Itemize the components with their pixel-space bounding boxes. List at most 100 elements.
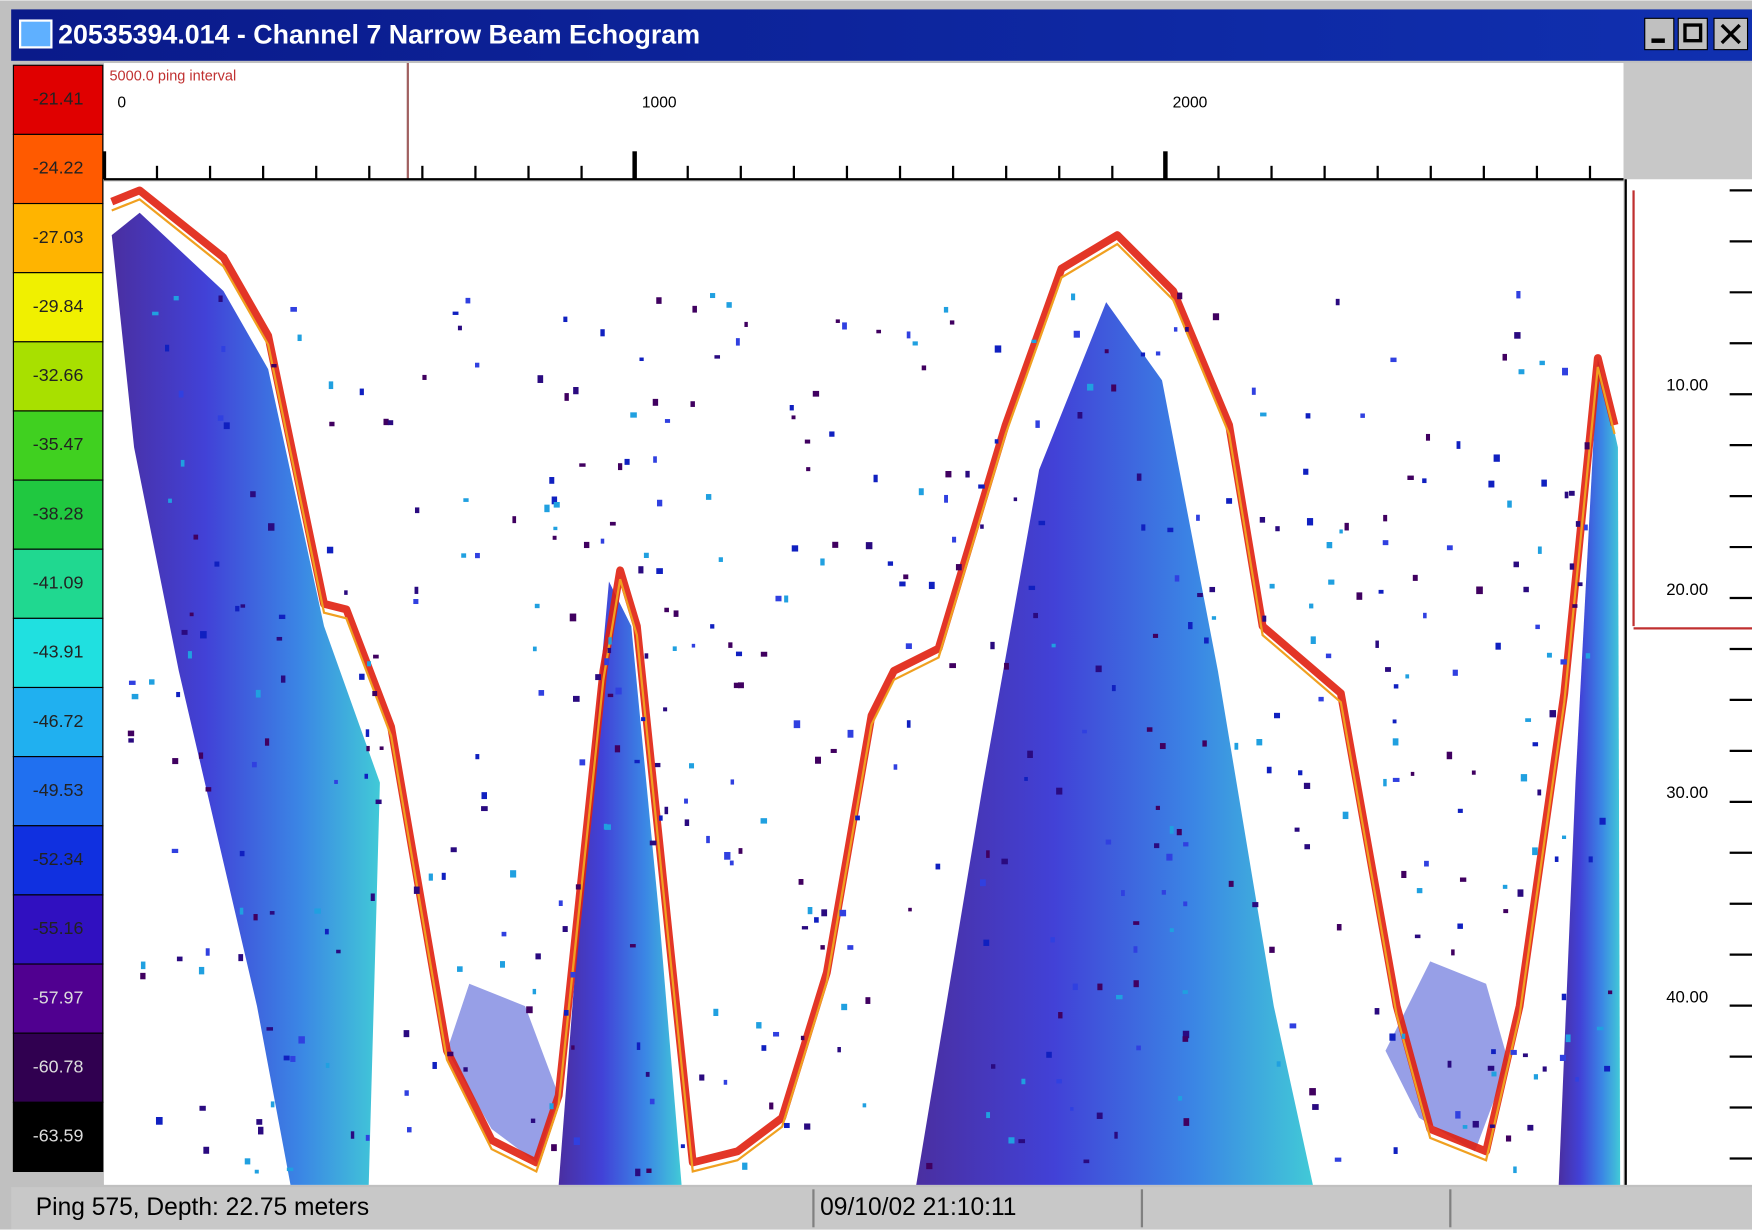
speckle-dot [413,599,419,605]
scale-label: -49.53 [33,780,84,800]
speckle-dot [1392,738,1399,746]
speckle-dot [1178,1096,1183,1101]
speckle-dot [1294,827,1300,832]
speckle-dot [723,1079,728,1085]
speckle-dot [865,542,873,550]
speckle-dot [801,926,809,930]
speckle-dot [325,1062,330,1068]
speckle-dot [1035,420,1040,428]
speckle-dot [1038,520,1046,526]
speckle-dot [537,375,544,383]
speckle-dot [1273,712,1281,719]
speckle-dot [820,558,825,566]
speckle-dot [906,720,911,728]
speckle-dot [775,595,782,602]
scale-cell [12,617,104,689]
speckle-dot [149,679,155,685]
speckle-dot [926,1162,933,1170]
speckle-dot [1401,1033,1406,1039]
scale-label: -55.16 [33,918,84,938]
scale-cell [12,825,104,896]
speckle-dot [1383,778,1387,787]
speckle-dot [406,1127,412,1133]
speckle-dot [699,1074,705,1081]
speckle-dot [450,847,457,853]
speckle-dot [1262,615,1267,622]
speckle-dot [573,387,579,395]
speckle-dot [815,756,822,764]
speckle-dot [1021,1078,1026,1085]
speckle-dot [636,1042,641,1050]
speckle-dot [1334,1157,1342,1162]
speckle-dot [1562,367,1569,376]
speckle-dot [807,906,813,915]
plume [1558,358,1621,1185]
speckle-dot [744,321,748,327]
speckle-dot [1451,949,1455,956]
speckle-dot [1196,514,1200,521]
speckle-dot [552,535,557,540]
speckle-dot [1309,1088,1316,1096]
speckle-dot [1425,433,1431,441]
speckle-dot [656,568,663,574]
minimize-icon [1651,38,1665,43]
speckle-dot [1393,684,1399,689]
speckle-dot [152,311,159,316]
speckle-dot [1234,742,1239,750]
speckle-dot [1251,387,1256,395]
speckle-dot [200,631,207,639]
speckle-dot [326,546,334,554]
speckle-dot [837,1046,841,1053]
speckle-dot [1154,843,1160,849]
speckle-dot [1212,313,1220,321]
speckle-dot [806,467,811,472]
maximize-button[interactable] [1677,17,1708,51]
speckle-dot [1575,521,1581,527]
speckle-dot [994,439,999,444]
scale-label: -63.59 [33,1126,84,1146]
speckle-dot [1446,545,1453,551]
speckle-dot [475,754,480,760]
speckle-dot [1031,339,1037,344]
speckle-dot [986,850,990,858]
speckle-dot [1584,442,1590,450]
speckle-dot [1161,890,1166,895]
speckle-dot [841,1003,848,1011]
speckle-dot [428,873,433,881]
speckle-dot [526,1006,533,1014]
speckle-dot [645,1071,650,1077]
speckle-dot [1514,332,1521,339]
speckle-dot [205,948,210,956]
minimize-button[interactable] [1644,17,1675,51]
speckle-dot [1382,540,1389,546]
speckle-dot [1507,500,1512,508]
speckle-dot [1152,633,1159,638]
speckle-dot [634,759,640,764]
speckle-dot [718,557,723,562]
speckle-dot [1182,1030,1190,1039]
speckle-dot [165,344,170,352]
speckle-dot [1146,727,1153,732]
speckle-dot [1503,909,1509,914]
speckle-dot [1269,946,1275,953]
speckle-dot [336,949,341,954]
speckle-dot [1491,1071,1497,1077]
speckle-dot [638,566,644,574]
speckle-dot [1228,880,1234,887]
ruler-label: 1000 [642,94,677,111]
speckle-dot [605,824,611,830]
speckle-dot [1533,1074,1539,1080]
speckle-dot [168,498,172,503]
speckle-dot [1072,983,1078,991]
speckle-dot [1033,612,1039,619]
speckle-dot [235,605,240,612]
speckle-dot [893,764,898,770]
speckle-dot [372,690,378,697]
speckle-dot [928,581,935,590]
speckle-dot [579,463,586,467]
speckle-dot [573,1137,580,1146]
speckle-dot [729,860,734,866]
speckle-dot [1424,860,1429,867]
speckle-dot [328,381,334,390]
speckle-dot [978,484,985,489]
